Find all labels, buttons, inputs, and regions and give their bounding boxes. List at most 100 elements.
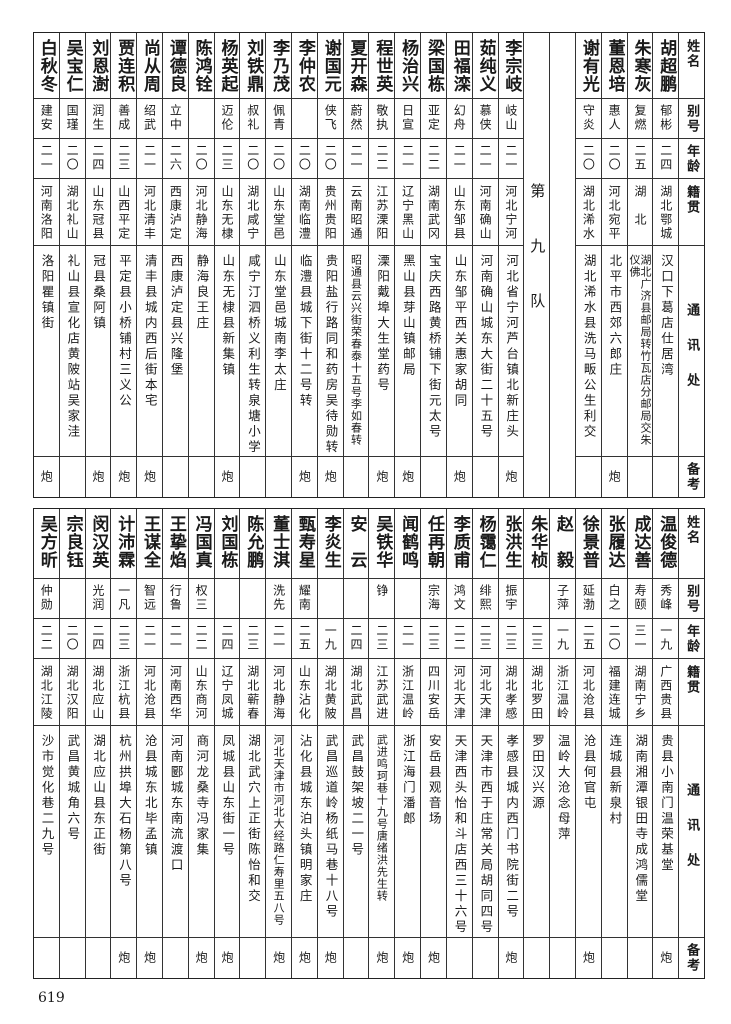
person-age-cell: 二三 (111, 139, 137, 179)
person-alias: 侠飞 (323, 104, 338, 132)
person-native-cell: 江苏溧阳 (369, 179, 395, 246)
person-name: 宗良钰 (62, 515, 83, 569)
person-remarks-cell (473, 457, 498, 497)
person-age: 三一 (632, 624, 647, 652)
person-name-cell: 陈鸿铨 (188, 33, 214, 99)
person-native-cell: 山西平定 (111, 179, 137, 246)
person-alias-cell: 建安 (33, 99, 59, 139)
person-record: 闵汉英 光润 二四 湖北应山 湖北应山县东正街 (84, 509, 111, 978)
person-age-cell: 二五 (627, 139, 653, 179)
person-name: 李宗岐 (501, 39, 522, 93)
roster-table-top: 姓名 别号 年龄 籍贯 通讯处 备考 胡超鹏 郁彬 二四 湖北鄂城 汉口下葛店仕居湾 朱寒灰 复燃 二五湖… (33, 32, 705, 498)
person-record: 谭德良 立中 二六 西康泸定 西康泸定县兴隆堡 (161, 33, 188, 497)
person-age: 二〇 (65, 144, 80, 172)
person-name-cell: 成达善 (627, 509, 653, 579)
person-name: 刘恩澍 (88, 39, 109, 93)
person-alias-cell: 润生 (85, 99, 111, 139)
person-address-cell: 平定县小桥铺村三义公 (111, 246, 137, 457)
person-remarks-cell (344, 457, 369, 497)
person-name: 白秋冬 (36, 39, 57, 93)
person-address-cell: 临澧县城下街十二号转 (292, 246, 317, 457)
person-alias: 一凡 (116, 584, 131, 612)
person-age: 二三 (219, 144, 234, 172)
person-native: 河北沧县 (142, 665, 157, 721)
person-native: 广西贵县 (658, 665, 673, 721)
person-native-cell: 湖南宁乡 (627, 659, 653, 726)
person-alias-cell: 惠人 (601, 99, 627, 139)
person-age-cell: 二〇 (317, 139, 343, 179)
person-age-cell: 二二 (33, 619, 59, 659)
header-native-cell: 籍贯 (679, 179, 704, 246)
person-native-cell: 湖北江陵 (33, 659, 59, 726)
person-address-cell: 武昌黄城角六号 (59, 726, 85, 938)
blank-column (549, 33, 575, 497)
person-alias-cell: 郁彬 (653, 99, 679, 139)
person-address: 汉口下葛店仕居湾 (659, 254, 675, 378)
person-name-cell: 王谋全 (137, 509, 162, 579)
person-name: 冯国真 (191, 515, 212, 569)
person-native-cell: 河北静海 (188, 179, 214, 246)
person-alias: 绍武 (142, 104, 157, 132)
person-alias: 子萍 (555, 584, 570, 612)
person-remarks-cell: 炮 (215, 938, 240, 978)
person-address: 武昌黄城角六号 (65, 734, 81, 843)
header-address: 通讯处 (684, 783, 700, 888)
person-native-cell: 山东商河 (188, 659, 214, 726)
person-alias-cell (188, 99, 214, 139)
person-record: 白秋冬 建安 二一 河南洛阳 洛阳瞿镇街炮 (33, 33, 59, 497)
person-alias-cell: 子萍 (550, 579, 575, 619)
person-alias-cell: 迈伦 (214, 99, 240, 139)
person-age: 二一 (478, 144, 493, 172)
person-native-cell: 河北静海 (266, 659, 291, 726)
person-native: 湖南临澧 (297, 185, 312, 241)
person-address-cell: 安岳县观音场 (421, 726, 446, 938)
person-address-cell: 湖南湘潭银田寺成鸿儒堂 (627, 726, 653, 938)
person-age: 二二 (452, 624, 467, 652)
person-native: 湖北应山 (90, 665, 105, 721)
person-remarks-cell: 炮 (499, 457, 524, 497)
person-age-cell: 二一 (33, 139, 59, 179)
person-alias: 亚定 (426, 104, 441, 132)
person-alias-cell (59, 579, 85, 619)
person-remarks: 炮 (90, 470, 105, 484)
person-age-cell: 二〇 (292, 139, 317, 179)
person-record: 李宗岐 岐山 二一 河北宁河 河北省宁河芦台镇北新庄头炮 (497, 33, 524, 497)
person-address-cell: 商河龙桑寺冯家集 (188, 726, 214, 938)
person-native: 河北天津 (452, 665, 467, 721)
person-age-cell: 二一 (137, 139, 162, 179)
person-address: 罗田汉兴源 (529, 734, 545, 812)
person-remarks: 炮 (142, 951, 157, 965)
person-native-cell: 湖北浠水 (575, 179, 601, 246)
person-native: 浙江温岭 (400, 665, 415, 721)
person-age-cell: 二〇 (188, 139, 214, 179)
header-native-cell: 籍贯 (679, 659, 704, 726)
person-alias: 慕侠 (478, 104, 493, 132)
person-record: 董士淇 洗先 二一 河北静海 河北天津市河北大经路仁寿里五八号炮 (265, 509, 291, 978)
person-address: 沧县何官屯 (581, 734, 597, 812)
person-address: 冠县桑阿镇 (91, 254, 107, 332)
person-native: 云南昭通 (349, 185, 364, 241)
person-address-cell: 黑山县芽山镇邮局 (395, 246, 421, 457)
person-address: 杭州拱埠大石杨第八号 (116, 734, 132, 889)
person-alias-cell: 一凡 (111, 579, 137, 619)
person-record: 张履达 白之 二〇 福建连城 连城县新泉村 (600, 509, 627, 978)
person-address: 沧县城东北毕孟镇 (142, 734, 158, 858)
person-record: 安 云二四 湖北武昌 武昌鼓架坡二一号 (342, 509, 369, 978)
person-alias-cell: 仲勋 (33, 579, 59, 619)
person-name: 徐景普 (578, 515, 599, 569)
person-native: 湖北咸宁 (245, 185, 260, 241)
person-native-cell: 河南西华 (162, 659, 188, 726)
person-alias-cell: 侠飞 (317, 99, 343, 139)
person-name-cell: 茹纯义 (472, 33, 498, 99)
person-name-cell: 梁国栋 (421, 33, 446, 99)
person-address-cell: 武进鸣珂巷十九号唐绪洪先生转 (369, 726, 395, 938)
person-age: 二五 (632, 144, 647, 172)
person-age-cell: 二四 (85, 139, 111, 179)
person-remarks-cell (60, 457, 85, 497)
person-alias: 绯熙 (478, 584, 493, 612)
person-name: 王挚焰 (165, 515, 186, 569)
person-address-cell: 沙市觉化巷二九号 (33, 726, 59, 938)
person-age-cell: 二〇 (266, 139, 291, 179)
person-alias-cell (292, 99, 317, 139)
person-age: 二一 (39, 144, 54, 172)
